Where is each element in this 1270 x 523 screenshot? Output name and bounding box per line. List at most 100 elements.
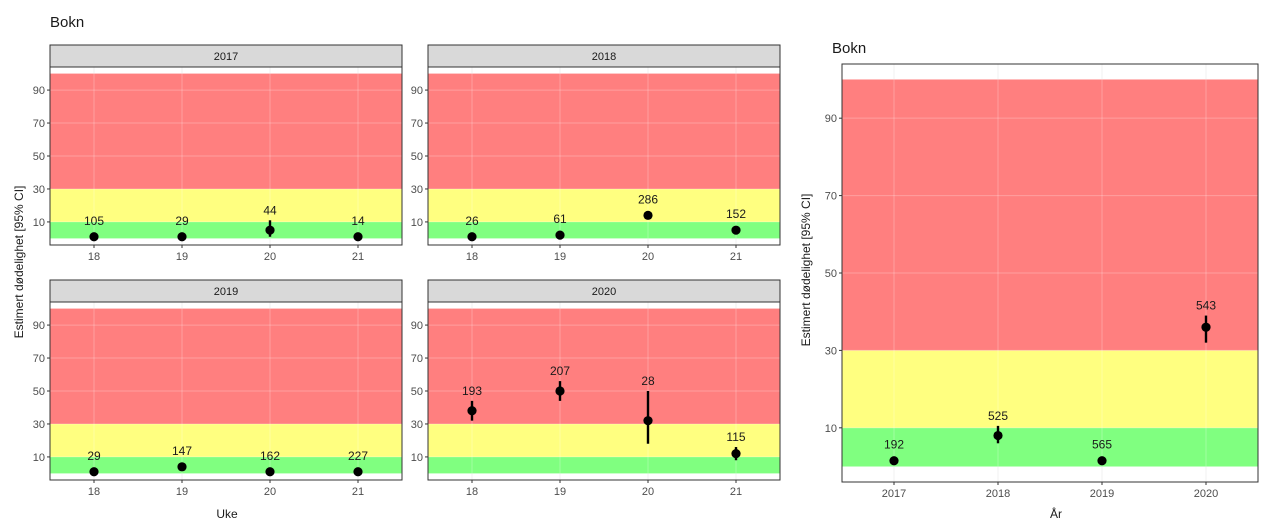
facet-2017-x-tick-label: 20 bbox=[264, 251, 276, 263]
facet-2017-y-tick-label: 70 bbox=[33, 118, 45, 130]
facet-2017-y-tick-label: 10 bbox=[33, 217, 45, 229]
facet-2019-band-green bbox=[50, 456, 402, 474]
facet-2017-strip bbox=[49, 44, 403, 68]
facet-2018-data-label: 61 bbox=[553, 212, 567, 226]
yearly-x-tick-label: 2020 bbox=[1194, 488, 1218, 500]
facet-2020-point bbox=[555, 386, 565, 396]
facet-2018-data-label: 152 bbox=[726, 207, 746, 221]
facet-2020-y-tick-label: 90 bbox=[411, 320, 423, 332]
yearly-point bbox=[1097, 456, 1107, 466]
yearly-y-tick-label: 10 bbox=[825, 423, 837, 435]
facet-2020-y-tick-label: 70 bbox=[411, 353, 423, 365]
facet-2018-point bbox=[643, 210, 653, 220]
facet-2017-point bbox=[265, 225, 275, 235]
facet-2017-y-tick-label: 50 bbox=[33, 151, 45, 163]
facet-2019-y-tick-label: 70 bbox=[33, 353, 45, 365]
facet-2019-y-tick-label: 90 bbox=[33, 320, 45, 332]
facet-2019-data-label: 147 bbox=[172, 444, 192, 458]
facet-2020-point bbox=[643, 416, 653, 426]
facet-2018-point bbox=[467, 232, 477, 242]
facet-2018-point bbox=[555, 230, 565, 240]
left-chart-title: Bokn bbox=[50, 14, 84, 31]
facet-2019-point bbox=[177, 462, 187, 472]
facet-2019-band-yellow bbox=[50, 423, 402, 457]
facet-2018-y-tick-label: 10 bbox=[411, 217, 423, 229]
right-x-axis-title: År bbox=[1050, 506, 1062, 521]
right-chart-title: Bokn bbox=[832, 40, 866, 57]
facet-2020-x-tick-label: 20 bbox=[642, 486, 654, 498]
facet-2020-band-green bbox=[428, 456, 780, 474]
yearly-x-tick-label: 2018 bbox=[986, 488, 1010, 500]
yearly-x-tick-label: 2019 bbox=[1090, 488, 1114, 500]
facet-2017-point bbox=[89, 232, 99, 242]
facet-2017-panel: 105 29 44 14 2017 10 30 50 70 90 18 19 20 21 bbox=[33, 44, 403, 263]
facet-2019-point bbox=[89, 467, 99, 477]
facet-2020-x-tick-label: 21 bbox=[730, 486, 742, 498]
yearly-band-red bbox=[842, 79, 1258, 351]
facet-2019-data-label: 227 bbox=[348, 449, 368, 463]
facet-2017-y-tick-label: 90 bbox=[33, 85, 45, 97]
facet-2020-y-tick-label: 50 bbox=[411, 386, 423, 398]
facet-2020-y-tick-label: 30 bbox=[411, 419, 423, 431]
facet-2018-y-tick-label: 30 bbox=[411, 184, 423, 196]
facet-2017-x-tick-label: 19 bbox=[176, 251, 188, 263]
facet-2018-strip bbox=[427, 44, 781, 68]
facet-2018-point bbox=[731, 225, 741, 235]
facet-2018-y-tick-label: 70 bbox=[411, 118, 423, 130]
facet-2018-x-tick-label: 19 bbox=[554, 251, 566, 263]
facet-2018-band-green bbox=[428, 221, 780, 239]
facet-2017-y-tick-label: 30 bbox=[33, 184, 45, 196]
yearly-panel: 192 525 565 543 10 30 50 70 90 2017 2018 2019 2020 bbox=[825, 63, 1259, 500]
facet-2020-panel: 193 207 28 115 2020 10 30 50 70 90 18 19 20 21 bbox=[411, 279, 781, 498]
facet-2019-strip bbox=[49, 279, 403, 303]
facet-2017-data-label: 14 bbox=[351, 214, 365, 228]
facet-2020-point bbox=[731, 449, 741, 459]
yearly-y-tick-label: 70 bbox=[825, 191, 837, 203]
facet-2020-data-label: 193 bbox=[462, 384, 482, 398]
facet-2020-strip bbox=[427, 279, 781, 303]
facet-2017-strip-label: 2017 bbox=[214, 51, 238, 63]
yearly-band-green bbox=[842, 427, 1258, 467]
facet-2019-panel: 29 147 162 227 2019 10 30 50 70 90 18 19 20 21 bbox=[33, 279, 403, 498]
yearly-data-label: 565 bbox=[1092, 438, 1112, 452]
left-x-axis-title: Uke bbox=[216, 507, 238, 521]
facet-2018-x-tick-label: 21 bbox=[730, 251, 742, 263]
facet-2020-x-tick-label: 19 bbox=[554, 486, 566, 498]
facet-2020-data-label: 115 bbox=[726, 430, 745, 444]
facet-2019-x-tick-label: 20 bbox=[264, 486, 276, 498]
yearly-y-tick-label: 30 bbox=[825, 345, 837, 357]
facet-2018-data-label: 286 bbox=[638, 192, 658, 206]
right-y-axis-title: Estimert dødelighet [95% CI] bbox=[799, 194, 813, 347]
facet-2020-band-yellow bbox=[428, 423, 780, 457]
facet-2020-point bbox=[467, 406, 477, 416]
facet-2019-x-tick-label: 21 bbox=[352, 486, 364, 498]
facet-2019-band-red bbox=[50, 308, 402, 424]
facet-2017-band-red bbox=[50, 73, 402, 189]
facet-2017-band-yellow bbox=[50, 188, 402, 222]
facet-2018-x-tick-label: 18 bbox=[466, 251, 478, 263]
facet-2017-band-green bbox=[50, 221, 402, 239]
facet-2018-data-label: 26 bbox=[465, 214, 479, 228]
facet-2017-data-label: 105 bbox=[84, 214, 104, 228]
facet-2018-band-red bbox=[428, 73, 780, 189]
yearly-point bbox=[889, 456, 899, 466]
facet-2018-y-tick-label: 90 bbox=[411, 85, 423, 97]
facet-2020-x-tick-label: 18 bbox=[466, 486, 478, 498]
facet-2020-data-label: 207 bbox=[550, 364, 570, 378]
plots-layer: 105 29 44 14 2017 10 30 50 70 90 18 19 20 21 26 61 286 15… bbox=[33, 44, 1259, 500]
facet-2019-x-tick-label: 19 bbox=[176, 486, 188, 498]
yearly-point bbox=[993, 430, 1003, 441]
facet-2018-x-tick-label: 20 bbox=[642, 251, 654, 263]
facet-2018-y-tick-label: 50 bbox=[411, 151, 423, 163]
facet-2019-point bbox=[265, 467, 275, 477]
facet-2017-x-tick-label: 21 bbox=[352, 251, 364, 263]
facet-2019-y-tick-label: 10 bbox=[33, 452, 45, 464]
yearly-x-tick-label: 2017 bbox=[882, 488, 906, 500]
facet-2019-point bbox=[353, 467, 363, 477]
facet-2017-x-tick-label: 18 bbox=[88, 251, 100, 263]
yearly-data-label: 525 bbox=[988, 409, 1008, 423]
facet-2019-x-tick-label: 18 bbox=[88, 486, 100, 498]
facet-2020-data-label: 28 bbox=[641, 374, 655, 388]
yearly-y-tick-label: 50 bbox=[825, 268, 837, 280]
